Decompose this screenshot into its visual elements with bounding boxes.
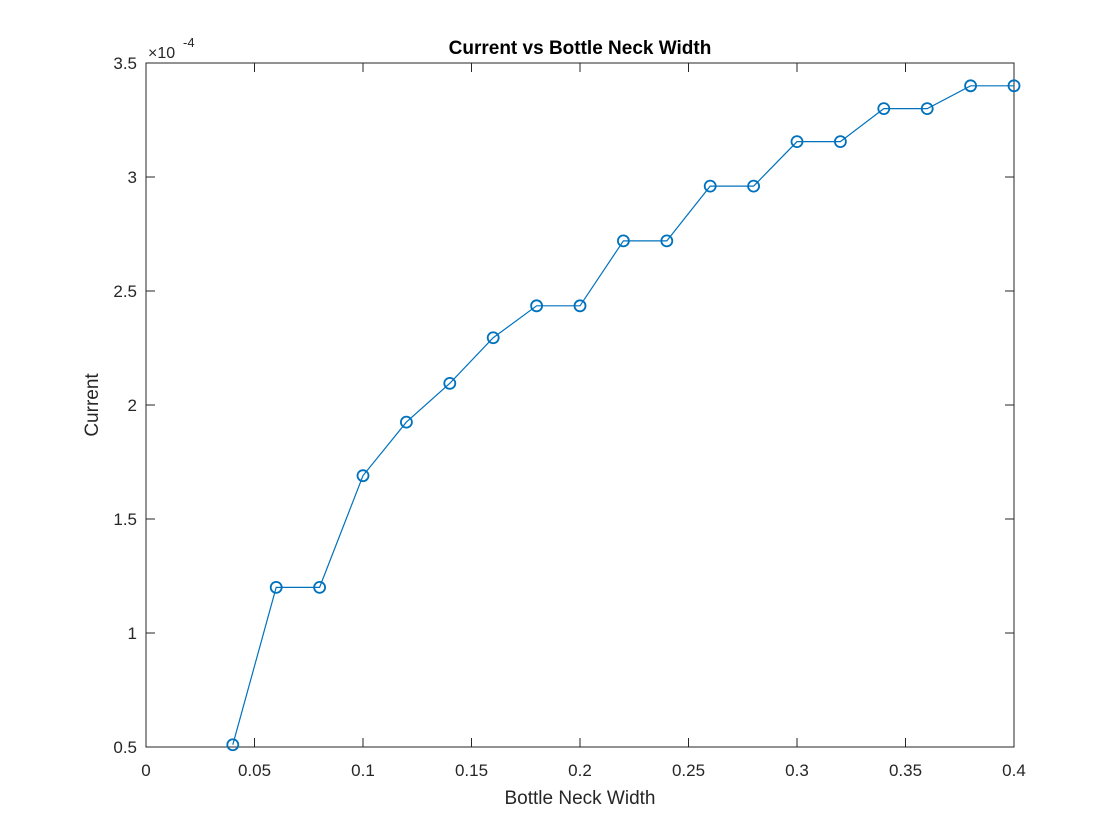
x-tick-label: 0.25 xyxy=(672,761,705,780)
y-tick-label: 1 xyxy=(128,624,137,643)
y-axis-label: Current xyxy=(82,373,103,437)
x-tick-label: 0.3 xyxy=(785,761,809,780)
data-point xyxy=(443,376,457,390)
data-point xyxy=(399,415,413,429)
y-axis-exponent: ×10 -4 xyxy=(148,35,195,62)
axes-frame xyxy=(145,62,1015,748)
data-point xyxy=(790,135,804,149)
y-tick-label: 3 xyxy=(128,168,137,187)
x-tick-label: 0.4 xyxy=(1002,761,1026,780)
data-point xyxy=(877,102,891,115)
axes-box xyxy=(145,62,1015,748)
data-point xyxy=(269,581,283,594)
y-tick-label: 3.5 xyxy=(113,54,137,73)
x-tick-label: 0.05 xyxy=(238,761,271,780)
data-point xyxy=(660,234,674,248)
x-tick-label: 0.15 xyxy=(455,761,488,780)
y-tick-label: 1.5 xyxy=(113,510,137,529)
data-point xyxy=(530,299,543,313)
data-point xyxy=(313,581,327,594)
data-point xyxy=(747,179,760,193)
x-tick-label: 0 xyxy=(141,761,150,780)
chart-title: Current vs Bottle Neck Width xyxy=(449,38,712,59)
data-point xyxy=(356,469,370,483)
x-tick-label: 0.35 xyxy=(889,761,922,780)
series-layer xyxy=(226,79,1021,752)
data-point xyxy=(834,135,847,149)
y-axis-ticks: 0.5 1 1.5 2 2.5 3 3.5 xyxy=(113,54,1014,757)
y-tick-label: 2 xyxy=(128,396,137,415)
data-point xyxy=(1007,79,1021,93)
data-point xyxy=(226,738,240,752)
data-point xyxy=(964,79,977,93)
data-point xyxy=(573,299,587,313)
data-point xyxy=(617,234,630,248)
x-axis-label: Bottle Neck Width xyxy=(505,788,656,809)
y-tick-label: 0.5 xyxy=(113,738,137,757)
data-point xyxy=(920,102,934,115)
x-tick-label: 0.2 xyxy=(568,761,592,780)
y-tick-label: 2.5 xyxy=(113,282,137,301)
series-line xyxy=(232,85,1014,745)
data-point xyxy=(703,179,717,193)
data-point xyxy=(486,331,500,345)
x-tick-label: 0.1 xyxy=(351,761,375,780)
y-axis-multiplier-label: ×10 xyxy=(148,45,175,62)
y-axis-exponent-label: -4 xyxy=(183,35,195,50)
x-axis-ticks: 0 0.05 0.1 0.15 0.2 0.25 0.3 0.35 0.4 xyxy=(141,63,1026,780)
